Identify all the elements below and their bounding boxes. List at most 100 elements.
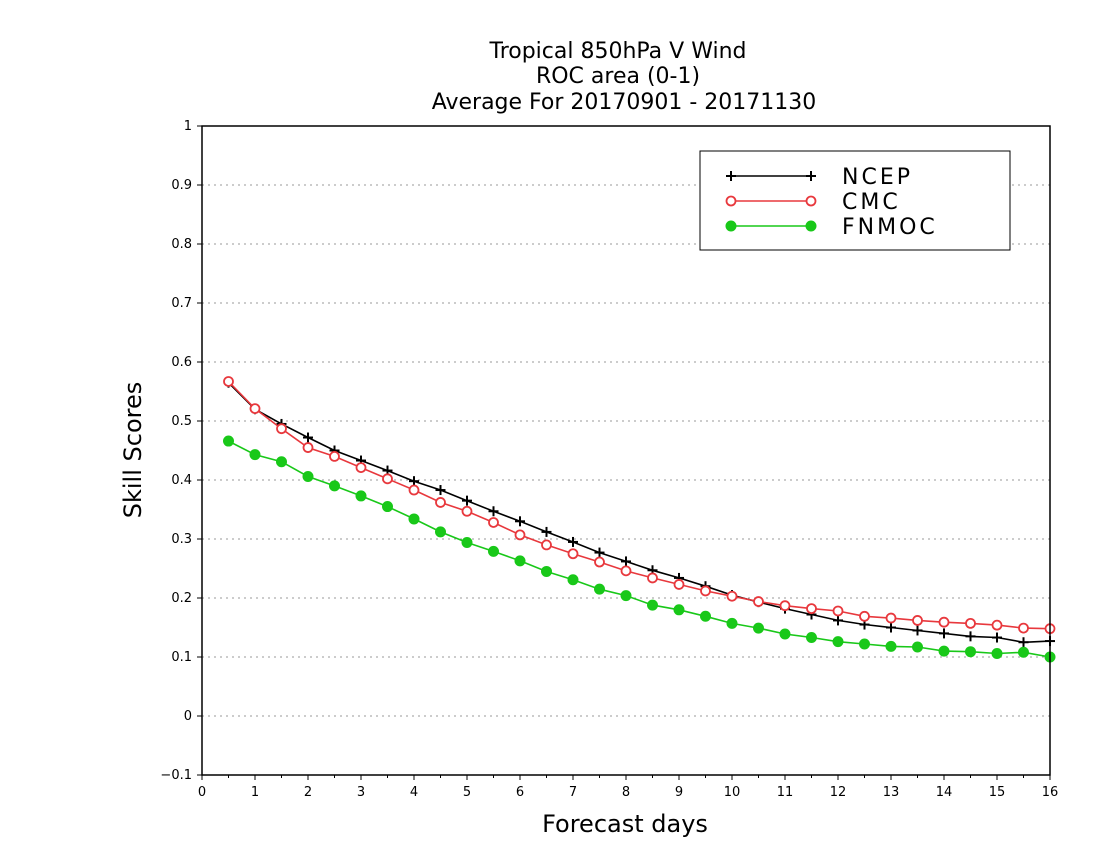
data-point-ncep (992, 632, 1002, 643)
chart-title: Tropical 850hPa V Wind ROC area (0-1) Av… (432, 39, 817, 115)
data-point-fnmoc (753, 622, 764, 634)
data-point-cmc (594, 556, 605, 568)
data-point-fnmoc (249, 449, 261, 461)
x-tick-label: 5 (463, 785, 471, 800)
data-point-ncep (462, 495, 472, 506)
series-ncep (223, 377, 1055, 648)
data-point-cmc (620, 565, 632, 577)
data-point-fnmoc (700, 610, 711, 622)
legend-marker-start (726, 171, 736, 181)
legend-marker-end (806, 171, 816, 181)
data-point-cmc (885, 612, 897, 624)
data-point-fnmoc (329, 480, 340, 492)
data-point-cmc (912, 615, 923, 626)
legend-label: NCEP (842, 165, 913, 190)
y-tick-label: 0.7 (171, 296, 192, 311)
data-point-cmc (700, 585, 711, 597)
x-tick-label: 4 (410, 785, 418, 800)
data-point-fnmoc (302, 470, 314, 482)
data-point-fnmoc (620, 590, 632, 602)
x-tick-label: 6 (516, 785, 524, 800)
axis-ticks: −0.100.10.20.30.40.50.60.70.80.910 1 2 3 4 5 6… (160, 119, 1058, 800)
data-point-cmc (991, 619, 1003, 631)
legend-marker-end (805, 220, 817, 232)
x-tick-label: 12 (830, 785, 847, 800)
data-point-fnmoc (726, 617, 738, 629)
y-tick-label: 1 (184, 119, 192, 134)
data-point-fnmoc (382, 501, 393, 513)
x-tick-label: 0 (198, 785, 206, 800)
data-point-cmc (806, 603, 817, 615)
title-line-2: ROC area (0-1) (536, 64, 700, 89)
y-tick-label: 0.6 (171, 355, 192, 370)
data-point-ncep (303, 432, 313, 443)
y-tick-label: 0.5 (171, 414, 192, 429)
x-tick-label: 2 (304, 785, 312, 800)
data-point-cmc (938, 616, 950, 628)
data-point-fnmoc (567, 574, 579, 586)
x-tick-label: 7 (569, 785, 577, 800)
data-point-ncep (594, 547, 605, 558)
data-point-fnmoc (1018, 646, 1029, 658)
data-point-ncep (541, 526, 552, 537)
data-point-cmc (832, 605, 844, 617)
data-point-ncep (488, 506, 499, 517)
x-tick-label: 14 (936, 785, 953, 800)
x-tick-label: 1 (251, 785, 259, 800)
data-point-fnmoc (806, 632, 817, 644)
data-point-fnmoc (355, 490, 367, 502)
data-point-fnmoc (223, 435, 234, 447)
data-point-cmc (249, 403, 261, 415)
data-point-ncep (515, 516, 525, 527)
series-layer (223, 376, 1056, 663)
x-tick-label: 8 (622, 785, 630, 800)
data-point-fnmoc (435, 526, 446, 538)
legend-item-ncep: NCEP (726, 165, 913, 190)
data-point-cmc (514, 529, 526, 541)
x-tick-label: 13 (883, 785, 900, 800)
data-point-fnmoc (885, 640, 897, 652)
data-point-fnmoc (461, 537, 473, 549)
data-point-ncep (965, 631, 976, 642)
data-point-fnmoc (965, 646, 976, 658)
data-point-cmc (461, 505, 473, 517)
data-point-fnmoc (541, 565, 552, 577)
legend-marker-start (725, 220, 737, 232)
data-point-ncep (833, 615, 843, 626)
data-point-cmc (355, 462, 367, 474)
data-point-ncep (939, 628, 949, 639)
data-point-ncep (1018, 637, 1029, 648)
data-point-fnmoc (594, 583, 605, 595)
series-line-fnmoc (228, 440, 1051, 658)
data-point-fnmoc (514, 555, 526, 567)
legend-item-cmc: CMC (725, 190, 901, 215)
y-tick-label: 0.1 (171, 650, 192, 665)
legend-label: FNMOC (842, 215, 938, 240)
data-point-fnmoc (832, 636, 844, 648)
data-point-ncep (621, 556, 631, 567)
y-tick-label: 0.4 (171, 473, 192, 488)
y-tick-label: 0.9 (171, 178, 192, 193)
x-tick-label: 10 (724, 785, 741, 800)
legend-marker-end (805, 195, 817, 207)
data-point-cmc (965, 617, 976, 629)
data-point-cmc (1018, 622, 1029, 634)
data-point-cmc (647, 572, 658, 584)
data-point-fnmoc (647, 599, 658, 611)
data-point-cmc (435, 497, 446, 508)
data-point-ncep (435, 485, 446, 496)
data-point-cmc (276, 423, 287, 435)
data-point-cmc (859, 610, 870, 622)
title-line-3: Average For 20170901 - 20171130 (432, 90, 817, 115)
data-point-fnmoc (276, 456, 287, 468)
legend-marker-start (725, 195, 737, 207)
data-point-ncep (886, 622, 896, 633)
series-fnmoc (223, 435, 1056, 663)
x-tick-label: 9 (675, 785, 683, 800)
data-point-fnmoc (912, 641, 923, 653)
legend-label: CMC (842, 190, 901, 215)
y-tick-label: 0.8 (171, 237, 192, 252)
x-tick-label: 11 (777, 785, 794, 800)
